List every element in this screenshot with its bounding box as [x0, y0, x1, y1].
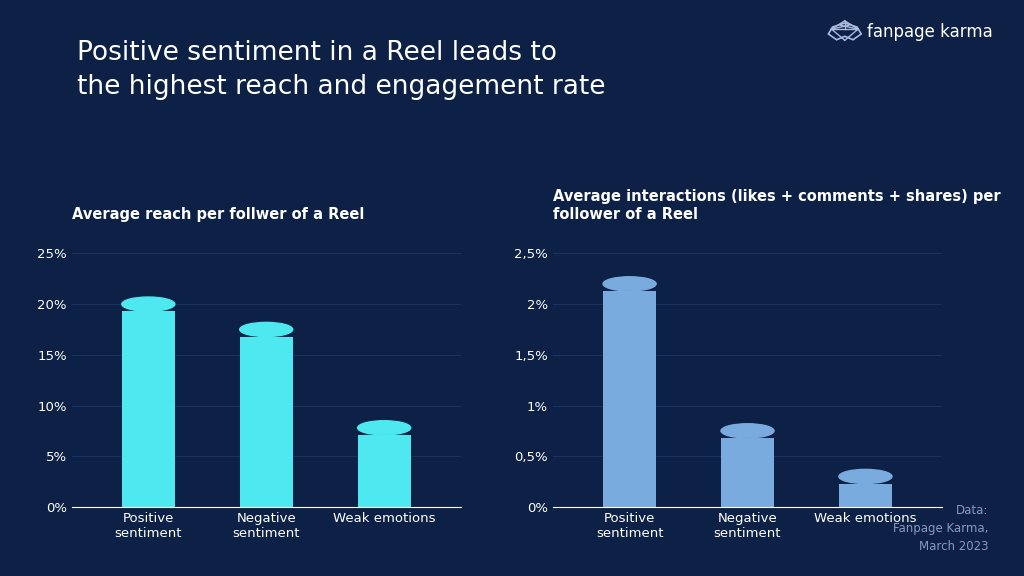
- Bar: [721, 438, 774, 507]
- Bar: [839, 484, 892, 507]
- Ellipse shape: [122, 297, 175, 311]
- Ellipse shape: [603, 276, 656, 291]
- Ellipse shape: [357, 420, 411, 435]
- Ellipse shape: [839, 469, 892, 484]
- Text: Positive sentiment in a Reel leads to
the highest reach and engagement rate: Positive sentiment in a Reel leads to th…: [77, 40, 605, 100]
- Text: Average reach per follwer of a Reel: Average reach per follwer of a Reel: [72, 207, 365, 222]
- Text: fanpage karma: fanpage karma: [867, 22, 993, 41]
- Bar: [240, 336, 293, 507]
- Text: Average interactions (likes + comments + shares) per
follower of a Reel: Average interactions (likes + comments +…: [553, 190, 1000, 222]
- Bar: [122, 311, 175, 507]
- Ellipse shape: [240, 323, 293, 336]
- Bar: [357, 435, 411, 507]
- Ellipse shape: [721, 424, 774, 438]
- Bar: [603, 291, 656, 507]
- Text: Data:
Fanpage Karma,
March 2023: Data: Fanpage Karma, March 2023: [893, 504, 988, 553]
